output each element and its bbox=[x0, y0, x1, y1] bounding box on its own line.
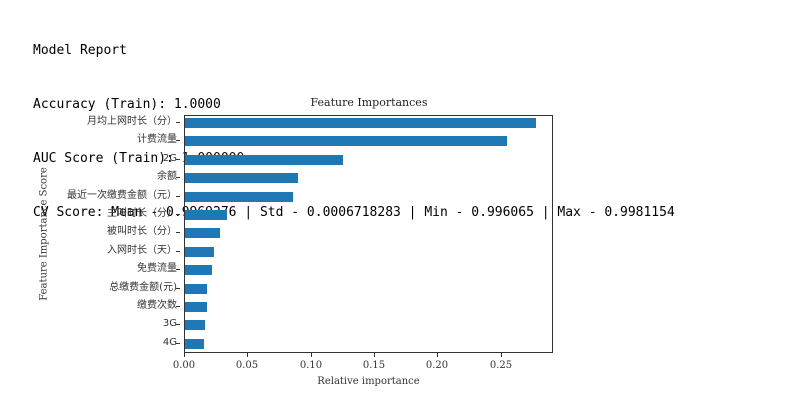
bar bbox=[185, 302, 207, 312]
x-tick-label: 0.00 bbox=[172, 360, 196, 371]
y-tick-mark bbox=[176, 140, 180, 141]
y-tick-mark bbox=[176, 269, 180, 270]
x-tick-label: 0.15 bbox=[362, 360, 386, 371]
x-tick-mark bbox=[437, 353, 438, 357]
y-tick-mark bbox=[176, 196, 180, 197]
x-tick-mark bbox=[184, 353, 185, 357]
x-tick-mark bbox=[311, 353, 312, 357]
y-tick-label: 被叫时长（分） bbox=[107, 226, 177, 237]
bar bbox=[185, 191, 293, 202]
y-tick-label: 缴费次数 bbox=[137, 300, 177, 311]
y-tick-label: 总缴费金额(元) bbox=[109, 282, 177, 293]
x-tick-label: 0.20 bbox=[425, 360, 449, 371]
bar bbox=[185, 136, 507, 147]
x-tick-mark bbox=[501, 353, 502, 357]
y-tick-mark bbox=[176, 159, 180, 160]
y-tick-label: 余额 bbox=[157, 171, 177, 182]
y-tick-mark bbox=[176, 288, 180, 289]
y-tick-mark bbox=[176, 343, 180, 344]
y-tick-mark bbox=[176, 232, 180, 233]
accuracy-line: Accuracy (Train): 1.0000 bbox=[33, 97, 221, 112]
y-tick-mark bbox=[176, 251, 180, 252]
y-tick-label: 主叫时长（分） bbox=[107, 208, 177, 219]
y-tick-mark bbox=[176, 214, 180, 215]
bar bbox=[185, 118, 536, 128]
y-tick-label: 3G bbox=[162, 318, 177, 329]
y-tick-label: 月均上网时长（分） bbox=[87, 116, 177, 127]
y-tick-label: 最近一次缴费金额（元） bbox=[67, 190, 177, 201]
x-tick-label: 0.05 bbox=[235, 360, 259, 371]
bar bbox=[185, 283, 207, 294]
x-tick-mark bbox=[247, 353, 248, 357]
x-axis-title: Relative importance bbox=[317, 376, 420, 387]
x-tick-mark bbox=[374, 353, 375, 357]
bar bbox=[185, 173, 298, 184]
y-axis-title: Feature Importance Score bbox=[38, 167, 50, 301]
y-tick-mark bbox=[176, 177, 180, 178]
bar bbox=[185, 154, 343, 165]
chart-title: Feature Importances bbox=[310, 96, 428, 109]
y-tick-mark bbox=[176, 324, 180, 325]
y-tick-label: 4G bbox=[162, 337, 177, 348]
bar bbox=[185, 320, 205, 331]
bar bbox=[185, 246, 214, 257]
y-tick-mark bbox=[176, 122, 180, 123]
y-tick-label: 计费流量 bbox=[137, 134, 177, 145]
bar bbox=[185, 228, 220, 239]
x-tick-label: 0.10 bbox=[299, 360, 323, 371]
bar bbox=[185, 338, 204, 349]
x-tick-label: 0.25 bbox=[489, 360, 513, 371]
plot-area bbox=[184, 115, 553, 353]
y-tick-label: 2G bbox=[162, 153, 177, 164]
y-tick-mark bbox=[176, 306, 180, 307]
bar bbox=[185, 210, 227, 220]
bar bbox=[185, 265, 212, 276]
report-title: Model Report bbox=[33, 43, 127, 58]
y-tick-label: 免费流量 bbox=[137, 263, 177, 274]
y-tick-label: 入网时长（天） bbox=[107, 245, 177, 256]
